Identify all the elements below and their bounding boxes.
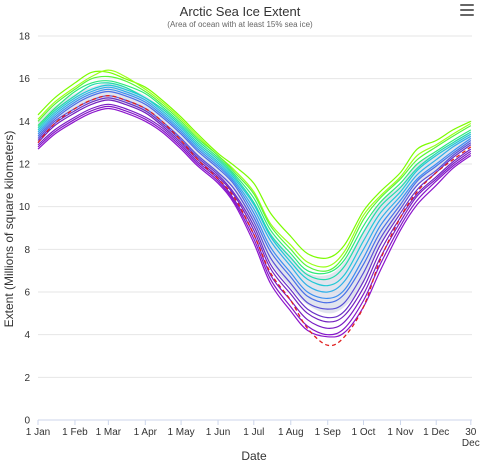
series-line bbox=[37, 88, 472, 300]
chart-subtitle: (Area of ocean with at least 15% sea ice… bbox=[167, 20, 313, 29]
x-tick-label: 1 Feb bbox=[62, 427, 88, 438]
series-line bbox=[37, 105, 472, 336]
x-axis-title: Date bbox=[241, 449, 267, 463]
series-line bbox=[37, 97, 472, 319]
y-tick-label: 0 bbox=[24, 416, 30, 427]
x-tick-label: 1 Mar bbox=[96, 427, 122, 438]
range-band bbox=[38, 82, 471, 314]
y-tick-label: 18 bbox=[19, 32, 31, 43]
series-line bbox=[37, 84, 472, 287]
range-band-area bbox=[38, 82, 471, 314]
series-line bbox=[37, 82, 472, 281]
x-tick-label: 1 Jun bbox=[206, 427, 230, 438]
y-tick-label: 16 bbox=[19, 74, 31, 85]
series-line bbox=[37, 75, 472, 272]
y-tick-label: 6 bbox=[24, 288, 30, 299]
series-line bbox=[37, 80, 472, 275]
x-tick-label: 1 Jan bbox=[26, 427, 50, 438]
x-tick-label: 1 Nov bbox=[387, 427, 413, 438]
series-line bbox=[37, 70, 472, 259]
y-tick-label: 8 bbox=[24, 245, 30, 256]
series-line bbox=[37, 69, 472, 268]
y-tick-label: 14 bbox=[19, 117, 31, 128]
axes: 0 2 4 6 8 10 12 14 16 18 1 Jan 1 Feb 1 Mar 1 Apr 1 May… bbox=[19, 32, 480, 450]
x-tick-label: 1 Dec bbox=[423, 427, 449, 438]
x-tick-label: 1 Sep bbox=[315, 427, 342, 438]
y-tick-label: 2 bbox=[24, 373, 30, 384]
x-tick-label: 30 Dec bbox=[462, 427, 480, 449]
series-line bbox=[37, 86, 472, 293]
series-lines bbox=[37, 69, 472, 347]
x-tick-label: 1 May bbox=[167, 427, 194, 438]
series-line bbox=[37, 107, 472, 338]
y-tick-label: 4 bbox=[24, 330, 30, 341]
hamburger-menu-icon[interactable] bbox=[460, 4, 474, 16]
chart-title: Arctic Sea Ice Extent bbox=[179, 4, 301, 19]
series-line-dashed bbox=[37, 95, 472, 347]
x-tick-label: 1 Aug bbox=[278, 427, 304, 438]
series-line bbox=[37, 90, 472, 304]
x-tick-label: 1 Oct bbox=[352, 427, 376, 438]
y-tick-label: 10 bbox=[19, 202, 31, 213]
x-tick-label: 1 Jul bbox=[243, 427, 264, 438]
y-tick-label: 12 bbox=[19, 160, 31, 171]
y-axis-title: Extent (Millions of square kilometers) bbox=[2, 131, 16, 328]
x-tick-label: 1 Apr bbox=[134, 427, 158, 438]
